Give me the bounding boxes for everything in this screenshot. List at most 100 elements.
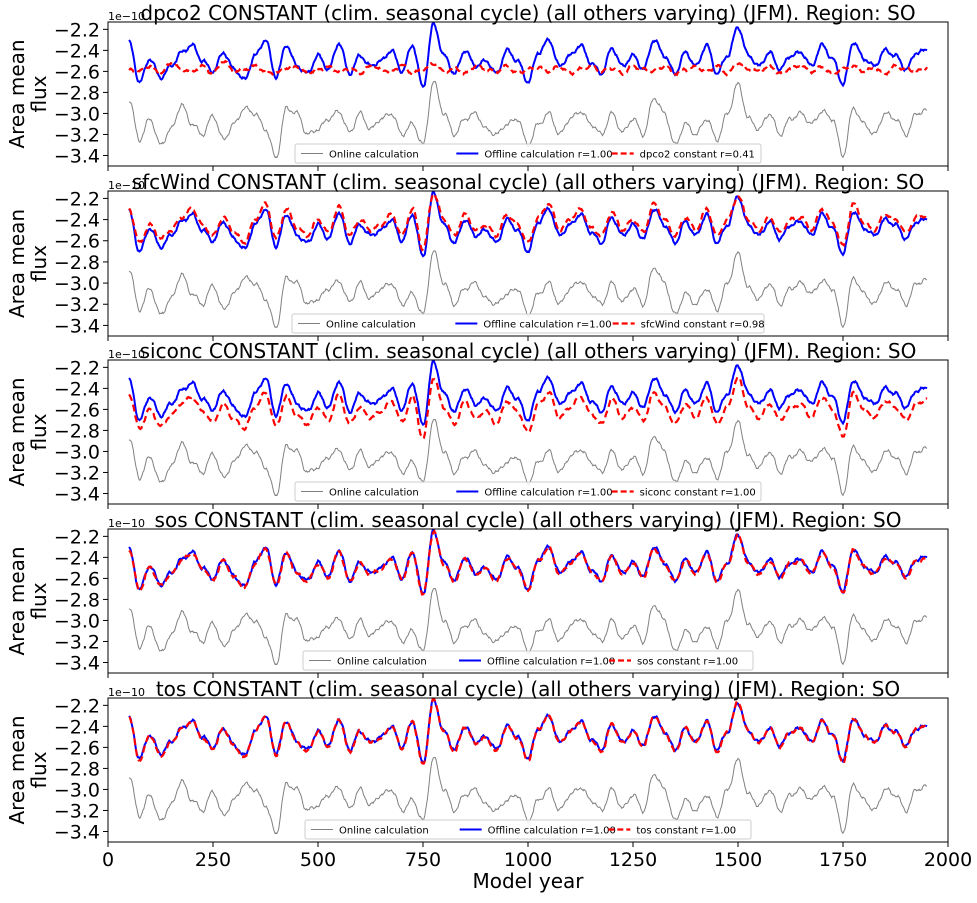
constant-series-line [128,192,928,252]
plot-lines [128,529,928,666]
y-tick-label: −3.4 [54,821,100,843]
legend-box [304,819,752,840]
y-tick-label: −2.4 [54,716,100,738]
legend-label: Online calculation [329,150,419,161]
y-tick-label: −2.8 [54,82,100,104]
constant-series-line [128,59,928,77]
plot-lines [128,360,928,497]
y-tick-label: −2.6 [54,231,100,253]
y-tick-label: −3.0 [54,103,100,125]
offline-series-line [128,529,928,596]
y-axis-label-line-1: Area mean [5,209,29,318]
y-axis-label: Area meanflux [5,377,51,486]
y-tick-label: −3.4 [54,145,100,167]
panel-title: sos CONSTANT (clim. seasonal cycle) (all… [155,508,902,532]
y-offset-label: 1e−10 [108,686,145,699]
y-offset-label: 1e−10 [108,348,145,361]
y-tick-label: −2.6 [54,737,100,759]
y-tick-label: −2.6 [54,399,100,421]
y-tick-label: −3.2 [54,462,100,484]
y-tick-label: −3.0 [54,779,100,801]
y-axis-label-line-1: Area mean [5,39,29,148]
legend-box [294,481,762,502]
legend-label: Offline calculation r=1.00 [488,826,616,837]
y-axis-label-line-2: flux [27,582,51,619]
x-tick-label: 2000 [924,849,972,871]
plot-lines [128,191,928,329]
y-axis-label-line-2: flux [27,413,51,450]
y-tick-label: −2.2 [54,188,100,210]
legend-label: Offline calculation r=1.00 [484,488,612,499]
offline-series-line [128,191,928,258]
legend: Online calculation Offline calculation r=… [294,143,762,164]
constant-series-line [128,698,928,765]
x-tick-label: 1000 [504,849,552,871]
y-tick-label: −3.2 [54,631,100,653]
y-tick-label: −3.4 [54,483,100,505]
y-axis-label-line-1: Area mean [5,715,29,824]
offline-series-line [128,22,928,89]
offline-series-line [128,360,928,427]
y-tick-label: −3.0 [54,610,100,632]
legend-label: Offline calculation r=1.00 [484,150,612,161]
y-tick-label: −3.0 [54,273,100,295]
constant-series-line [128,529,928,596]
y-tick-label: −2.6 [54,61,100,83]
y-tick-label: −2.2 [54,357,100,379]
legend-label: Online calculation [339,826,429,837]
legend: Online calculation Offline calculation r=… [304,819,752,840]
legend-label: Online calculation [337,657,427,668]
x-tick-label: 250 [195,849,231,871]
y-tick-label: −2.2 [54,695,100,717]
y-tick-label: −2.6 [54,568,100,590]
panel-title: siconc CONSTANT (clim. seasonal cycle) (… [140,339,917,363]
legend-box [294,143,762,164]
legend-box [291,313,765,334]
y-tick-label: −2.8 [54,589,100,611]
constant-series-line [128,375,928,440]
legend-label: Offline calculation r=1.00 [487,657,615,668]
legend-box [302,650,754,671]
legend-label: Offline calculation r=1.00 [483,320,611,331]
y-tick-label: −3.2 [54,294,100,316]
legend-label: sfcWind constant r=0.98 [641,320,765,331]
legend-label: Online calculation [326,320,416,331]
y-tick-label: −2.2 [54,526,100,548]
plot-lines [128,698,928,835]
x-tick-label: 1500 [714,849,762,871]
y-tick-label: −2.4 [54,40,100,62]
panel-5: −2.2−2.4−2.6−2.8−3.0−3.2−3.40 250 500 750 10… [5,677,972,871]
y-tick-label: −2.2 [54,19,100,41]
legend-label: siconc constant r=1.00 [640,488,756,499]
legend-label: Online calculation [329,488,419,499]
offline-series-line [128,698,928,765]
y-offset-label: 1e−10 [108,517,145,530]
y-tick-label: −3.2 [54,800,100,822]
legend: Online calculation Offline calculation r=… [302,650,754,671]
legend-label: tos constant r=1.00 [636,826,736,837]
y-axis-label-line-2: flux [27,751,51,788]
y-tick-label: −3.0 [54,441,100,463]
y-tick-label: −2.4 [54,547,100,569]
panel-title: dpco2 CONSTANT (clim. seasonal cycle) (a… [140,1,915,25]
y-tick-label: −2.4 [54,378,100,400]
legend-label: sos constant r=1.00 [637,657,738,668]
plot-lines [128,22,928,159]
legend: Online calculation Offline calculation r=… [294,481,762,502]
x-axis-label: Model year [472,869,584,893]
y-axis-label-line-1: Area mean [5,546,29,655]
y-tick-label: −3.2 [54,124,100,146]
legend-label: dpco2 constant r=0.41 [640,150,755,161]
x-tick-label: 1750 [819,849,867,871]
y-offset-label: 1e−10 [108,10,145,23]
y-axis-label: Area meanflux [5,39,51,148]
y-tick-label: −3.4 [54,315,100,337]
y-tick-label: −2.8 [54,420,100,442]
y-offset-label: 1e−10 [108,179,145,192]
y-axis-label-line-2: flux [27,245,51,282]
y-tick-label: −2.8 [54,252,100,274]
panel-title: tos CONSTANT (clim. seasonal cycle) (all… [156,677,900,701]
panel-3: −2.2−2.4−2.6−2.8−3.0−3.2−3.41e−10siconc … [5,339,949,509]
